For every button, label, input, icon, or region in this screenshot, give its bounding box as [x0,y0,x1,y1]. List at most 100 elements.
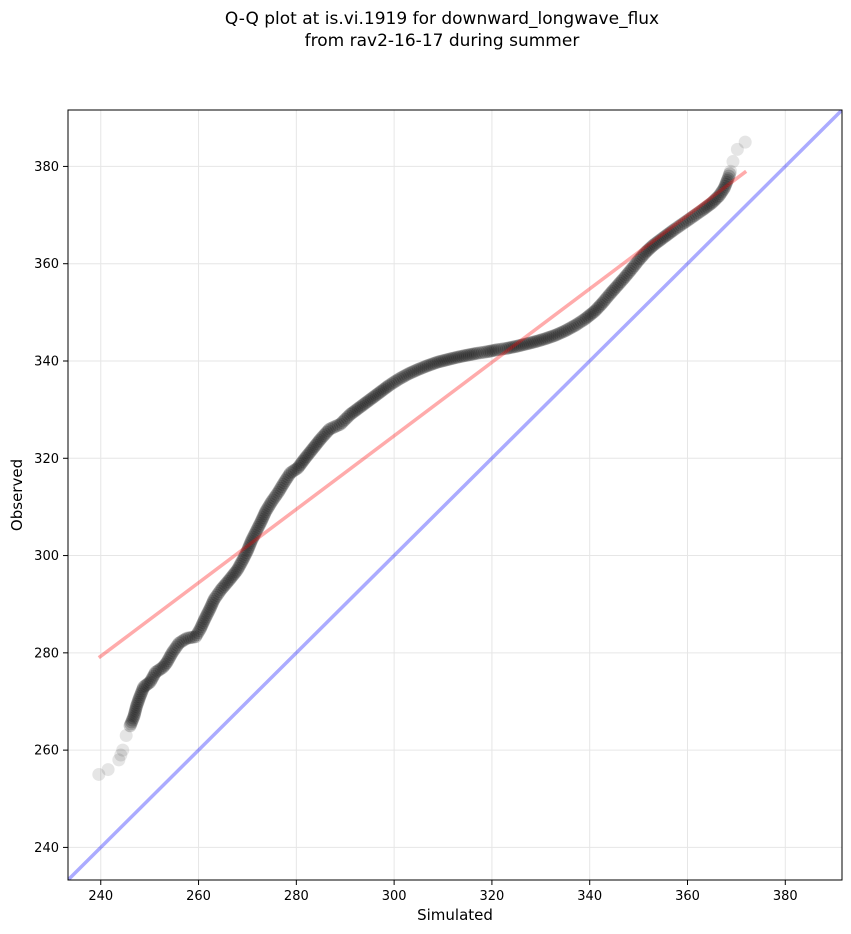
qq-point [190,628,204,642]
qq-point [466,347,480,361]
qq-point [693,205,707,219]
qq-point [700,200,714,214]
qq-point [381,380,395,394]
qq-point [578,312,592,326]
qq-point [492,342,506,356]
qq-point [562,322,576,336]
qq-point [353,400,367,414]
qq-point [205,596,219,610]
qq-point [309,438,323,452]
qq-point [624,263,638,277]
qq-point [323,422,337,436]
qq-point [178,632,192,646]
qq-point [451,350,465,364]
qq-point [249,524,263,538]
qq-point [119,729,133,743]
qq-point [246,530,260,544]
qq-point [325,421,339,435]
qq-point [260,503,274,517]
qq-point [721,172,735,186]
qq-point [315,430,329,444]
qq-point [129,701,143,715]
qq-point [626,261,640,275]
qq-point [550,327,564,341]
qq-point [664,225,678,239]
qq-point [630,255,644,269]
qq-point [509,339,523,353]
qq-point [439,353,453,367]
qq-point [206,594,220,608]
qq-point [245,532,259,546]
qq-point [547,329,561,343]
x-tick-label: 300 [382,889,407,904]
qq-point [435,354,449,368]
qq-point [529,335,543,349]
qq-point [642,242,656,256]
qq-point [459,349,473,363]
qq-point [239,546,253,560]
qq-point [220,576,234,590]
qq-point [125,713,139,727]
qq-point [574,315,588,329]
qq-point [238,548,252,562]
qq-point [282,468,296,482]
qq-point [445,352,459,366]
qq-point [658,230,672,244]
qq-point [539,332,553,346]
qq-point [412,362,426,376]
qq-point [130,697,144,711]
qq-point [406,365,420,379]
qq-point [687,209,701,223]
qq-point [142,676,156,690]
qq-point [599,291,613,305]
qq-point [656,231,670,245]
qq-point [689,207,703,221]
qq-point [359,395,373,409]
qq-point [156,660,170,674]
qq-point [303,445,317,459]
qq-point [364,392,378,406]
qq-point [207,592,221,606]
qq-point [242,540,256,554]
qq-point [317,429,331,443]
qq-point [592,300,606,314]
qq-point [226,568,240,582]
qq-point [269,489,283,503]
qq-point [636,248,650,262]
qq-point [519,337,533,351]
qq-point [668,222,682,236]
qq-point [162,652,176,666]
qq-point [165,646,179,660]
x-tick-label: 260 [186,889,211,904]
qq-point [150,664,164,678]
y-axis-label: Observed [8,459,26,531]
qq-point [337,414,351,428]
qq-point [366,390,380,404]
qq-point [124,717,138,731]
qq-point [291,461,305,475]
qq-point [497,342,511,356]
qq-point [238,550,252,564]
qq-point [545,330,559,344]
qq-point [718,179,732,193]
x-tick-label: 340 [577,889,602,904]
qq-point [198,612,212,626]
qq-point [301,448,315,462]
qq-point [167,644,181,658]
qq-point [197,614,211,628]
qq-point [579,311,593,325]
qq-point [620,268,634,282]
qq-point [681,213,695,227]
qq-point [659,228,673,242]
qq-point [505,340,519,354]
qq-point [543,330,557,344]
qq-point [596,295,610,309]
x-tick-label: 380 [773,889,798,904]
qq-point [720,174,734,188]
qq-point [264,495,278,509]
qq-point [125,715,139,729]
qq-point [240,544,254,558]
qq-point [345,406,359,420]
qq-point [218,578,232,592]
qq-point [283,466,297,480]
